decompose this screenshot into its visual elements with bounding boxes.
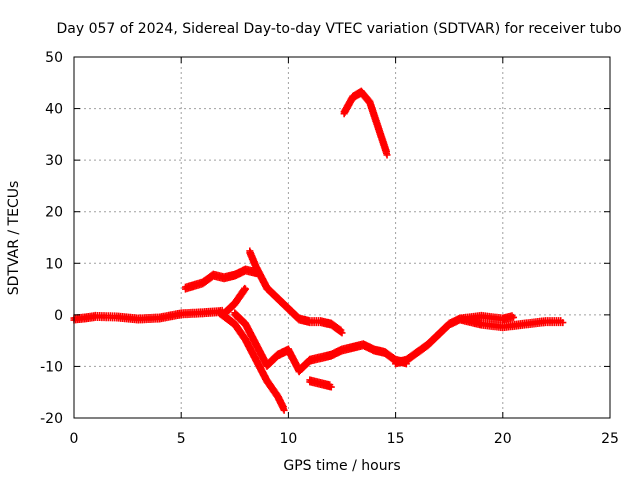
data-point [383,151,391,159]
y-axis-label: SDTVAR / TECUs [6,181,22,296]
axis-ticks [73,56,611,419]
series-arc-short-low [306,376,335,391]
series-arc-rise-short [220,284,250,319]
data-point [510,313,518,321]
y-tick-label: 10 [45,256,63,272]
y-tick-labels: -20 -10 0 10 20 30 40 50 [40,50,63,427]
y-tick-label: 50 [45,50,63,66]
y-tick-label: 20 [45,205,63,221]
series-arc-late [456,314,567,332]
data-point [327,383,335,391]
series-arc-upper [181,265,260,293]
x-tick-label: 25 [601,431,619,447]
data-point [242,285,250,293]
x-tick-label: 5 [177,431,186,447]
plot-frame [73,56,611,419]
y-tick-label: 0 [54,308,63,324]
data-point [559,319,567,327]
chart-title: Day 057 of 2024, Sidereal Day-to-day VTE… [56,21,621,37]
y-tick-label: -20 [40,411,63,427]
x-tick-label: 15 [387,431,405,447]
x-tick-labels: 0 5 10 15 20 25 [70,431,619,447]
data-point [280,406,288,414]
x-tick-label: 10 [279,431,297,447]
grid-lines [74,57,610,418]
series-arc-main-early [70,306,228,324]
x-tick-label: 20 [494,431,512,447]
data-point [338,329,346,337]
data-points [70,87,567,414]
x-axis-label: GPS time / hours [283,458,400,474]
series-arc-deep-low [216,308,288,414]
y-tick-label: -10 [40,359,63,375]
y-tick-label: 30 [45,153,63,169]
x-tick-label: 0 [70,431,79,447]
series-arc-high [340,87,391,159]
series-arc-peak-drop [246,247,346,337]
y-tick-label: 40 [45,102,63,118]
